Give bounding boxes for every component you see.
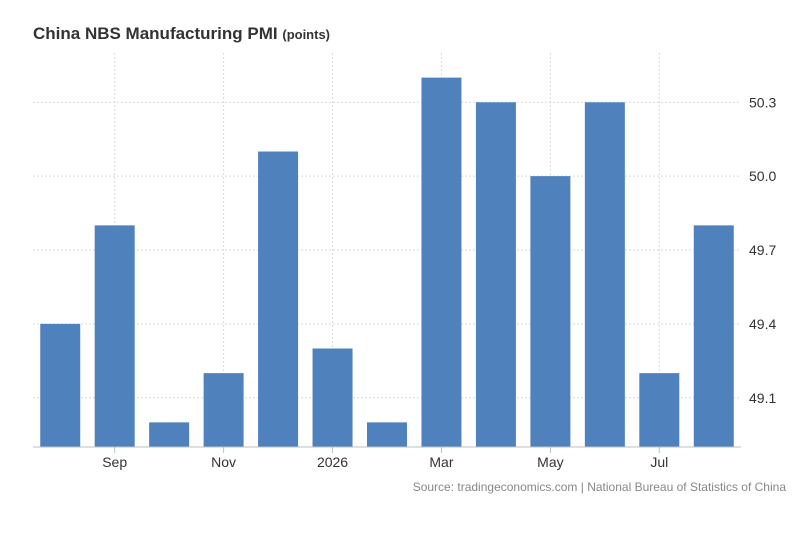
chart-title-text: China NBS Manufacturing PMI [33,24,278,43]
x-tick-label: Jul [650,454,668,470]
source-line: Source: tradingeconomics.com | National … [412,480,786,494]
bar [149,422,190,447]
chart-unit: (points) [282,27,331,42]
x-tick-label: Nov [211,454,236,470]
x-tick-label: 2026 [317,454,348,470]
chart-title: China NBS Manufacturing PMI (points) [33,24,330,44]
bar [530,176,571,447]
y-tick-label: 49.1 [749,390,776,406]
x-tick-label: Sep [102,454,127,470]
x-tick-label: Mar [429,454,453,470]
bar [475,102,516,447]
y-tick-label: 49.7 [749,242,776,258]
bar [693,225,734,447]
y-tick-label: 50.3 [749,94,776,110]
bar [258,151,299,447]
bar [584,102,625,447]
bar [94,225,135,447]
y-tick-label: 49.4 [749,316,776,332]
x-tick-label: May [537,454,563,470]
y-tick-label: 50.0 [749,168,776,184]
bar [367,422,407,447]
bar [639,373,680,447]
bar [421,77,462,447]
bar [40,323,81,447]
bar [312,348,353,447]
bar [203,373,244,447]
